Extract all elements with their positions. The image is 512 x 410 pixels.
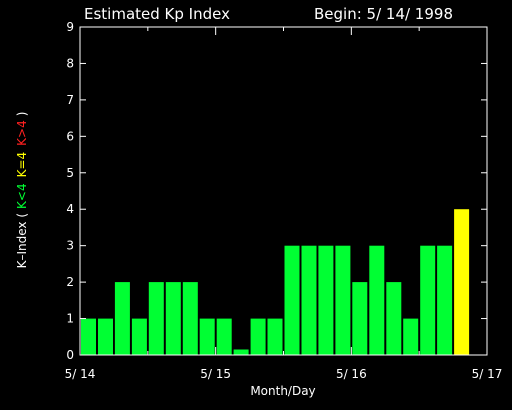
kp-bar — [369, 245, 385, 355]
kp-bar — [454, 209, 470, 355]
y-axis-legend-low: K<4 — [15, 183, 29, 209]
x-axis-title: Month/Day — [250, 384, 315, 398]
kp-bar — [335, 245, 351, 355]
bar-series — [81, 209, 470, 355]
y-tick-label: 3 — [66, 239, 74, 253]
kp-bar — [267, 318, 283, 355]
y-axis-legend-mid: K=4 — [15, 152, 29, 178]
y-tick-label: 0 — [66, 348, 74, 362]
kp-bar — [233, 349, 249, 355]
kp-bar — [131, 318, 147, 355]
y-axis-legend-high: K>4 — [15, 120, 29, 146]
kp-bar — [98, 318, 113, 355]
kp-bar — [199, 318, 215, 355]
kp-bar — [318, 245, 334, 355]
y-tick-label: 4 — [66, 202, 74, 216]
y-axis-title-prefix: K–Index ( — [15, 213, 29, 268]
kp-bar — [403, 318, 419, 355]
kp-bar — [420, 245, 436, 355]
kp-bar — [165, 282, 181, 355]
y-tick-label: 8 — [66, 56, 74, 70]
kp-bar — [437, 245, 453, 355]
y-tick-label: 6 — [66, 129, 74, 143]
x-tick-label: 5/ 17 — [472, 367, 503, 381]
x-tick-label: 5/ 14 — [65, 367, 96, 381]
y-axis-title: K–Index ( K<4 K=4 K>4) — [15, 112, 29, 269]
kp-bar — [182, 282, 198, 355]
x-tick-label: 5/ 15 — [200, 367, 231, 381]
y-tick-label: 1 — [66, 312, 74, 326]
y-tick-label: 9 — [66, 20, 74, 34]
begin-date-label: Begin: 5/ 14/ 1998 — [314, 5, 453, 23]
kp-bar — [216, 318, 232, 355]
kp-bar — [250, 318, 266, 355]
kp-bar — [284, 245, 300, 355]
y-tick-label: 7 — [66, 93, 74, 107]
y-tick-labels: 0 1 2 3 4 5 6 7 8 9 — [66, 20, 74, 362]
x-tick-labels: 5/ 14 5/ 15 5/ 16 5/ 17 — [65, 367, 503, 381]
chart-title: Estimated Kp Index — [84, 5, 230, 23]
kp-bar — [301, 245, 317, 355]
plot-frame — [79, 26, 488, 356]
kp-bar — [352, 282, 368, 355]
y-axis-title-suffix: ) — [15, 112, 29, 117]
kp-bar — [148, 282, 164, 355]
kp-bar — [386, 282, 402, 355]
kp-bar — [81, 318, 96, 355]
x-tick-label: 5/ 16 — [336, 367, 367, 381]
y-tick-label: 5 — [66, 166, 74, 180]
kp-bar — [114, 282, 130, 355]
y-tick-label: 2 — [66, 275, 74, 289]
